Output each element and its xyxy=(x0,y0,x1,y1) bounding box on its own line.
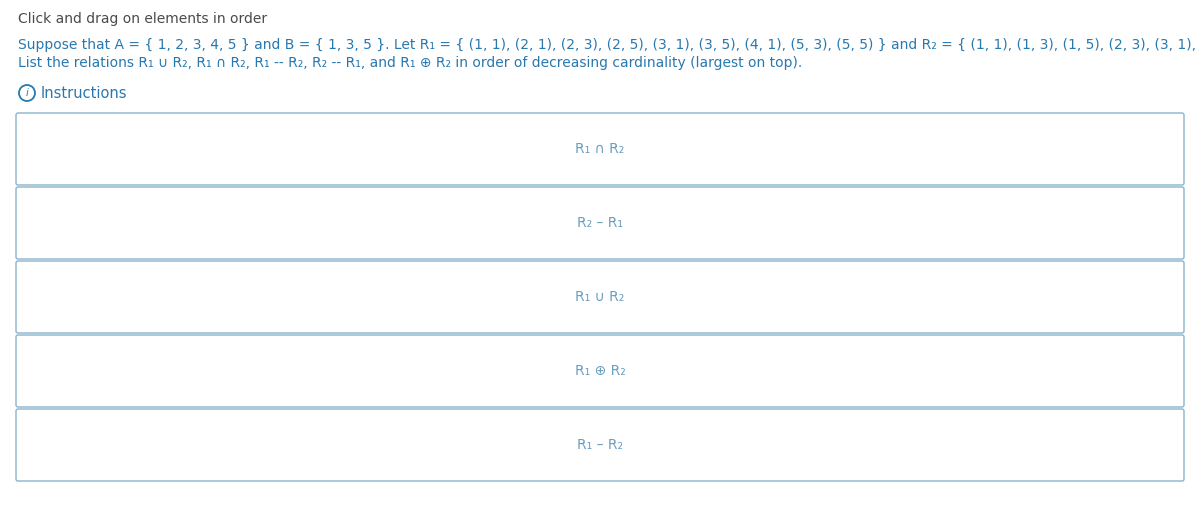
Text: R₁ ∩ R₂: R₁ ∩ R₂ xyxy=(575,142,625,156)
FancyBboxPatch shape xyxy=(16,335,1184,407)
Text: R₁ – R₂: R₁ – R₂ xyxy=(577,438,623,452)
FancyBboxPatch shape xyxy=(16,409,1184,481)
Text: i: i xyxy=(25,88,29,98)
Text: Suppose that A = { 1, 2, 3, 4, 5 } and B = { 1, 3, 5 }. Let R₁ = { (1, 1), (2, 1: Suppose that A = { 1, 2, 3, 4, 5 } and B… xyxy=(18,38,1200,52)
Text: R₂ – R₁: R₂ – R₁ xyxy=(577,216,623,230)
Text: List the relations R₁ ∪ R₂, R₁ ∩ R₂, R₁ -- R₂, R₂ -- R₁, and R₁ ⊕ R₂ in order of: List the relations R₁ ∪ R₂, R₁ ∩ R₂, R₁ … xyxy=(18,56,803,70)
Text: Click and drag on elements in order: Click and drag on elements in order xyxy=(18,12,268,26)
Text: R₁ ∪ R₂: R₁ ∪ R₂ xyxy=(575,290,625,304)
FancyBboxPatch shape xyxy=(16,187,1184,259)
Text: Instructions: Instructions xyxy=(41,86,127,101)
FancyBboxPatch shape xyxy=(16,113,1184,185)
FancyBboxPatch shape xyxy=(16,261,1184,333)
Text: R₁ ⊕ R₂: R₁ ⊕ R₂ xyxy=(575,364,625,378)
